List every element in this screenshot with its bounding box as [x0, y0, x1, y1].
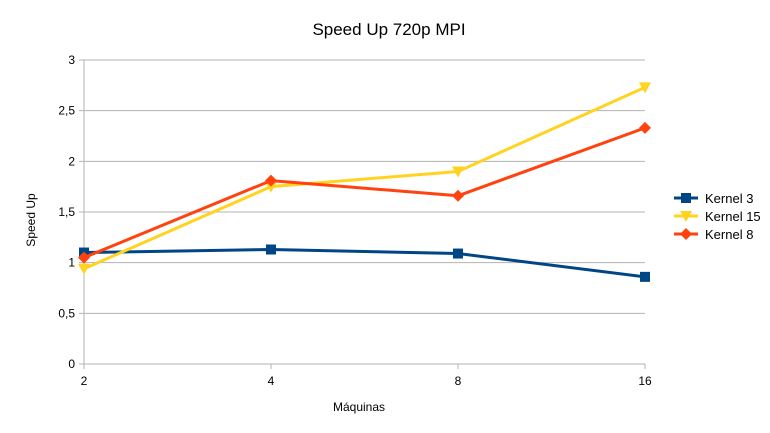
series-line-kernel-15	[83, 85, 646, 271]
chart-title: Speed Up 720p MPI	[312, 20, 465, 39]
data-point-kernel-3	[640, 271, 650, 282]
x-axis-label: Máquinas	[333, 400, 385, 414]
y-tick-label: 0,5	[58, 306, 75, 320]
series-group	[78, 82, 651, 282]
data-point-kernel-15	[639, 82, 651, 94]
y-tick-label: 1,5	[58, 205, 75, 219]
x-tick-labels: 2 4 8 16	[81, 374, 652, 388]
legend-label-kernel-8: Kernel 8	[705, 227, 753, 242]
x-tick-label: 2	[81, 374, 88, 388]
legend: Kernel 3 Kernel 15 Kernel 8	[674, 191, 761, 242]
data-point-kernel-8	[452, 189, 464, 202]
y-tick-labels: 0 0,5 1 1,5 2 2,5 3	[58, 53, 75, 371]
data-point-kernel-8	[265, 174, 277, 187]
y-tick-label: 1	[68, 256, 75, 270]
y-tick-label: 2,5	[58, 104, 75, 118]
x-tick-label: 8	[455, 374, 462, 388]
y-tick-label: 3	[68, 53, 75, 67]
data-point-kernel-3	[453, 248, 463, 259]
data-point-kernel-15	[452, 166, 464, 178]
x-tick-label: 16	[638, 374, 652, 388]
data-point-kernel-15	[265, 181, 277, 193]
y-tick-label: 2	[68, 154, 75, 168]
legend-marker-kernel-3	[681, 193, 691, 203]
legend-marker-kernel-8	[680, 228, 692, 240]
series-line-kernel-3	[83, 247, 646, 279]
data-point-kernel-3	[266, 244, 276, 255]
y-tick-label: 0	[68, 357, 75, 371]
series-line-kernel-8	[83, 126, 646, 259]
data-point-kernel-8	[78, 251, 90, 264]
legend-label-kernel-3: Kernel 3	[705, 191, 753, 206]
y-axis-label: Speed Up	[24, 193, 38, 247]
axes	[83, 60, 646, 369]
x-tick-label: 4	[268, 374, 275, 388]
data-point-kernel-8	[639, 121, 651, 134]
legend-label-kernel-15: Kernel 15	[705, 209, 761, 224]
data-point-kernel-15	[78, 263, 90, 275]
legend-marker-kernel-15	[680, 211, 692, 222]
